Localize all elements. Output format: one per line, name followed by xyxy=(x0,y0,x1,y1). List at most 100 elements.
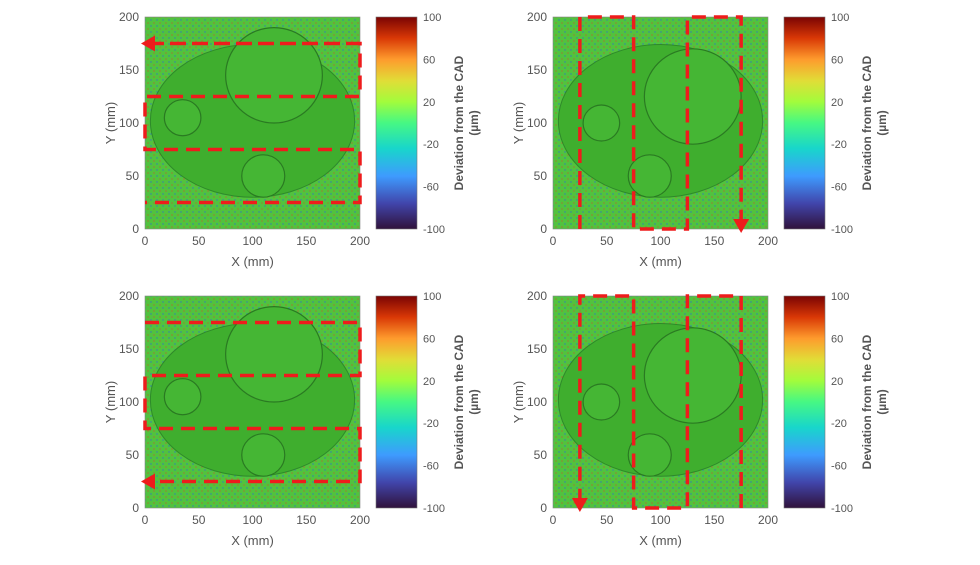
colorbar-tick-label: 20 xyxy=(423,97,435,109)
y-tick-label: 0 xyxy=(132,501,139,515)
hemisphere-feature xyxy=(225,305,323,403)
y-tick-label: 0 xyxy=(540,222,547,236)
scan-path xyxy=(578,15,743,231)
colorbar-tick-label: -100 xyxy=(423,224,445,236)
y-tick-label: 200 xyxy=(527,289,547,303)
x-tick-label: 150 xyxy=(296,234,316,248)
y-tick-label: 200 xyxy=(527,10,547,24)
scan-direction-arrow-icon xyxy=(571,498,588,512)
y-tick-label: 100 xyxy=(527,116,547,130)
colorbar xyxy=(783,16,826,230)
colorbar-tick-label: 100 xyxy=(423,12,441,24)
x-tick-label: 50 xyxy=(600,234,614,248)
x-axis-label: X (mm) xyxy=(639,254,682,269)
colorbar-tick-label: 20 xyxy=(423,376,435,388)
y-tick-label: 0 xyxy=(132,222,139,236)
colorbar-tick-label: -60 xyxy=(423,461,439,473)
colorbar-tick-label: 100 xyxy=(831,12,849,24)
colorbar-tick-label: -100 xyxy=(831,224,853,236)
scan-direction-arrow-icon xyxy=(141,35,155,52)
colorbar-unit: (µm) xyxy=(467,389,481,415)
y-tick-label: 150 xyxy=(119,63,139,77)
y-tick-label: 100 xyxy=(119,395,139,409)
colorbar-label: Deviation from the CAD xyxy=(452,55,466,190)
x-axis-label: X (mm) xyxy=(231,254,274,269)
x-axis-label: X (mm) xyxy=(639,533,682,548)
x-tick-label: 100 xyxy=(242,513,262,527)
hemisphere-feature xyxy=(163,378,202,416)
y-tick-label: 50 xyxy=(126,448,140,462)
x-tick-label: 100 xyxy=(242,234,262,248)
hemisphere-feature xyxy=(627,154,672,198)
colorbar-label: Deviation from the CAD xyxy=(860,334,874,469)
colorbar xyxy=(783,295,826,509)
colorbar-tick-label: -100 xyxy=(831,503,853,515)
y-axis-label: Y (mm) xyxy=(103,381,118,423)
y-tick-label: 150 xyxy=(527,63,547,77)
y-tick-label: 50 xyxy=(534,169,548,183)
colorbar-tick-label: 100 xyxy=(423,291,441,303)
colorbar-label: Deviation from the CAD xyxy=(860,55,874,190)
y-tick-label: 200 xyxy=(119,10,139,24)
hemisphere-feature xyxy=(582,383,621,421)
hemisphere-feature xyxy=(241,154,286,198)
y-tick-label: 50 xyxy=(534,448,548,462)
colorbar-tick-label: 20 xyxy=(831,97,843,109)
colorbar xyxy=(375,16,418,230)
y-tick-label: 200 xyxy=(119,289,139,303)
plot-frame xyxy=(552,295,769,509)
y-tick-label: 100 xyxy=(119,116,139,130)
colorbar-tick-label: 60 xyxy=(831,54,843,66)
colorbar-unit: (µm) xyxy=(467,110,481,136)
colorbar-unit: (µm) xyxy=(875,389,889,415)
scan-path xyxy=(143,41,362,205)
x-tick-label: 100 xyxy=(650,234,670,248)
scan-path xyxy=(578,294,743,510)
colorbar-tick-label: -20 xyxy=(831,418,847,430)
colorbar-tick-label: -20 xyxy=(831,139,847,151)
x-axis-label: X (mm) xyxy=(231,533,274,548)
plot-frame xyxy=(144,16,361,230)
y-tick-label: 0 xyxy=(540,501,547,515)
colorbar-tick-label: 20 xyxy=(831,376,843,388)
y-tick-label: 150 xyxy=(527,342,547,356)
y-axis-label: Y (mm) xyxy=(511,381,526,423)
x-tick-label: 200 xyxy=(350,513,370,527)
x-tick-label: 200 xyxy=(758,234,778,248)
plot-frame xyxy=(552,16,769,230)
hemisphere-feature xyxy=(241,433,286,477)
colorbar-tick-label: -100 xyxy=(423,503,445,515)
x-tick-label: 0 xyxy=(142,513,149,527)
x-tick-label: 50 xyxy=(192,513,206,527)
y-axis-label: Y (mm) xyxy=(103,102,118,144)
colorbar-tick-label: -60 xyxy=(423,182,439,194)
hemisphere-feature xyxy=(163,99,202,137)
colorbar-tick-label: -60 xyxy=(831,461,847,473)
x-tick-label: 0 xyxy=(550,234,557,248)
x-tick-label: 100 xyxy=(650,513,670,527)
colorbar-tick-label: -20 xyxy=(423,418,439,430)
x-tick-label: 0 xyxy=(550,513,557,527)
colorbar-tick-label: 100 xyxy=(831,291,849,303)
x-tick-label: 200 xyxy=(350,234,370,248)
colorbar-tick-label: 60 xyxy=(423,54,435,66)
hemisphere-feature xyxy=(225,27,323,124)
y-axis-label: Y (mm) xyxy=(511,102,526,144)
colorbar-unit: (µm) xyxy=(875,110,889,136)
colorbar-label: Deviation from the CAD xyxy=(452,334,466,469)
scan-direction-arrow-icon xyxy=(141,473,155,490)
x-tick-label: 0 xyxy=(142,234,149,248)
colorbar-tick-label: 60 xyxy=(423,333,435,345)
hemisphere-feature xyxy=(643,327,742,424)
hemisphere-feature xyxy=(627,433,672,477)
scan-path xyxy=(143,320,362,484)
y-tick-label: 150 xyxy=(119,342,139,356)
x-tick-label: 200 xyxy=(758,513,778,527)
x-tick-label: 50 xyxy=(192,234,206,248)
x-tick-label: 150 xyxy=(704,513,724,527)
